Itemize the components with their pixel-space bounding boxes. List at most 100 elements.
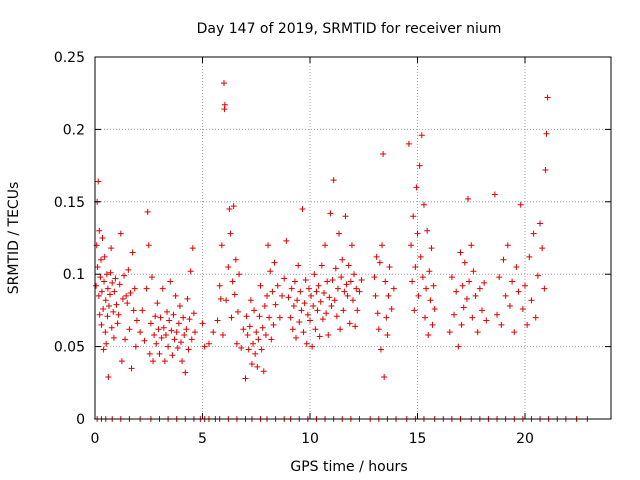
data-point — [390, 285, 397, 292]
data-point — [301, 300, 308, 307]
data-point — [145, 242, 152, 249]
data-point — [266, 314, 273, 321]
x-tick-label: 5 — [198, 431, 207, 447]
data-point — [320, 290, 327, 297]
data-point — [216, 282, 223, 289]
data-point — [419, 274, 426, 281]
data-point — [279, 292, 286, 299]
data-point — [299, 206, 306, 213]
data-point — [93, 282, 100, 289]
data-point — [539, 245, 546, 252]
data-point — [427, 297, 434, 304]
data-point — [190, 310, 197, 317]
data-point — [295, 262, 302, 269]
data-point — [182, 369, 189, 376]
data-point — [244, 332, 251, 339]
y-tick-label: 0.2 — [63, 122, 85, 138]
data-point — [276, 314, 283, 321]
data-point — [99, 235, 106, 241]
data-point — [112, 275, 119, 282]
data-point — [101, 278, 108, 285]
data-point — [181, 332, 188, 339]
data-point — [498, 321, 505, 328]
data-point — [317, 298, 324, 305]
data-point — [217, 295, 224, 302]
data-point — [519, 305, 526, 312]
data-point — [532, 314, 539, 321]
axis-ticks: 0 0.05 0.1 0.15 0.2 0.25 0 5 10 15 20 — [54, 50, 611, 447]
data-point — [271, 259, 278, 266]
data-point — [176, 303, 183, 310]
data-point — [103, 271, 110, 278]
data-point — [377, 346, 384, 353]
data-point — [316, 333, 323, 340]
data-point — [248, 360, 255, 367]
y-tick-label: 0.1 — [63, 267, 85, 283]
data-point — [481, 279, 488, 286]
data-point — [258, 346, 265, 353]
data-point — [412, 263, 419, 270]
data-point — [137, 329, 144, 336]
data-point — [98, 321, 105, 328]
data-point — [119, 295, 126, 302]
data-point — [338, 274, 345, 281]
data-point — [409, 278, 416, 285]
data-point — [411, 307, 418, 314]
data-point — [314, 307, 321, 314]
data-point — [178, 339, 184, 346]
data-point — [408, 242, 415, 249]
data-point — [451, 311, 458, 318]
data-point — [201, 343, 208, 350]
x-tick-label: 20 — [516, 431, 534, 447]
data-point — [257, 282, 264, 289]
data-point — [524, 321, 531, 328]
data-marks — [93, 80, 551, 382]
data-point — [457, 249, 464, 256]
data-point — [465, 195, 472, 202]
data-point — [350, 297, 356, 304]
data-point — [139, 307, 146, 314]
data-point — [256, 313, 263, 320]
data-point — [107, 269, 114, 276]
data-point — [333, 313, 340, 320]
data-point — [262, 332, 269, 339]
data-point — [307, 317, 313, 324]
data-point — [252, 350, 259, 357]
data-point — [453, 288, 460, 295]
data-point — [472, 292, 479, 299]
data-point — [126, 326, 133, 333]
data-point — [232, 256, 239, 263]
data-point — [169, 352, 176, 359]
data-point — [269, 288, 276, 295]
data-point — [483, 317, 490, 324]
data-point — [541, 285, 548, 292]
data-point — [415, 292, 422, 299]
data-point — [221, 101, 228, 108]
data-point — [155, 326, 162, 333]
data-point — [124, 300, 131, 307]
data-point — [325, 332, 332, 339]
x-axis-label: GPS time / hours — [290, 459, 407, 475]
data-point — [494, 311, 501, 318]
data-point — [130, 307, 137, 314]
data-point — [185, 346, 192, 353]
data-point — [424, 227, 431, 234]
data-point — [530, 230, 537, 237]
data-point — [261, 303, 268, 310]
data-point — [158, 334, 165, 341]
data-point — [353, 285, 360, 292]
data-point — [461, 259, 468, 266]
data-point — [146, 350, 153, 357]
data-point — [110, 334, 117, 341]
data-point — [152, 313, 159, 320]
data-point — [466, 278, 473, 285]
data-point — [526, 253, 533, 260]
data-point — [297, 288, 304, 295]
data-point — [214, 317, 221, 324]
data-point — [381, 374, 388, 381]
data-point — [544, 94, 551, 101]
data-point — [104, 285, 111, 292]
y-tick-label: 0.25 — [54, 50, 85, 66]
data-point — [272, 301, 279, 308]
data-point — [199, 320, 206, 327]
